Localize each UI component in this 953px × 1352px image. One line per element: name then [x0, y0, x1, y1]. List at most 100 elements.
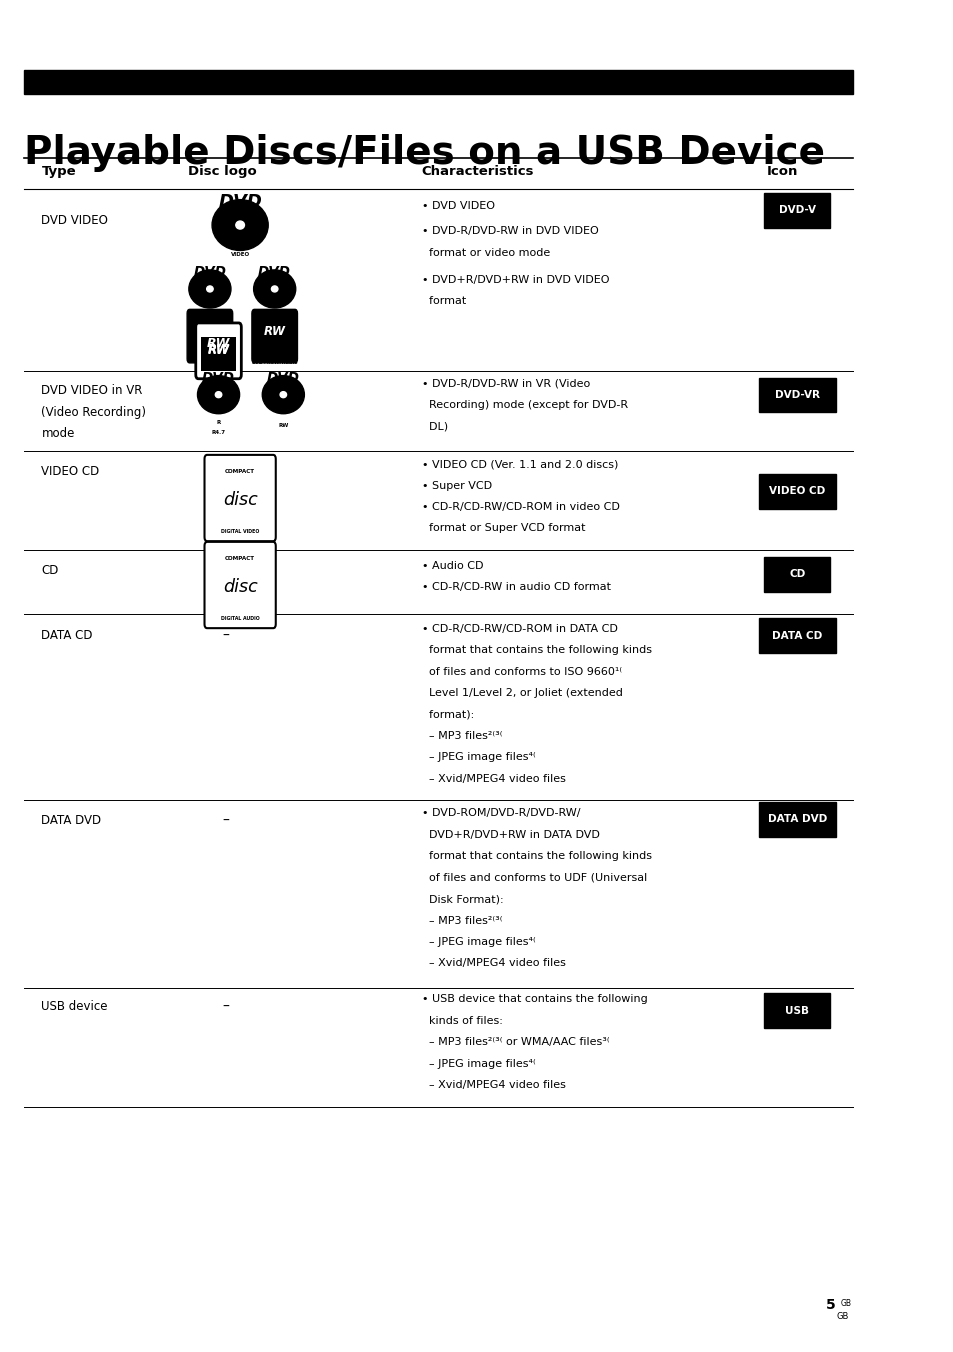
Text: VIDEO: VIDEO — [231, 251, 250, 257]
Text: – Xvid/MPEG4 video files: – Xvid/MPEG4 video files — [421, 959, 565, 968]
Text: DATA DVD: DATA DVD — [767, 814, 826, 825]
Text: RW: RW — [198, 324, 221, 338]
Text: • DVD-ROM/DVD-R/DVD-RW/: • DVD-ROM/DVD-R/DVD-RW/ — [421, 808, 579, 818]
Text: – JPEG image files⁴⁽: – JPEG image files⁴⁽ — [421, 937, 535, 946]
Text: DVD-VR: DVD-VR — [774, 389, 819, 400]
Text: of files and conforms to UDF (Universal: of files and conforms to UDF (Universal — [421, 872, 646, 883]
Text: RW: RW — [207, 337, 230, 350]
Text: –: – — [223, 629, 230, 644]
Text: COMPACT: COMPACT — [225, 556, 254, 561]
Text: format that contains the following kinds: format that contains the following kinds — [421, 852, 651, 861]
Text: • CD-R/CD-RW/CD-ROM in DATA CD: • CD-R/CD-RW/CD-ROM in DATA CD — [421, 623, 617, 634]
FancyBboxPatch shape — [758, 802, 835, 837]
Text: CD: CD — [41, 564, 59, 576]
Text: DATA DVD: DATA DVD — [41, 814, 102, 827]
FancyBboxPatch shape — [187, 310, 233, 362]
Text: • DVD+R/DVD+RW in DVD VIDEO: • DVD+R/DVD+RW in DVD VIDEO — [421, 274, 608, 284]
Text: mode: mode — [41, 427, 74, 441]
Text: DVD+ReWritable: DVD+ReWritable — [252, 360, 297, 365]
Text: – JPEG image files⁴⁽: – JPEG image files⁴⁽ — [421, 752, 535, 763]
Text: GB: GB — [835, 1311, 847, 1321]
Text: of files and conforms to ISO 9660¹⁽: of files and conforms to ISO 9660¹⁽ — [421, 667, 621, 676]
Text: DVD VIDEO in VR: DVD VIDEO in VR — [41, 384, 143, 397]
Text: – MP3 files²⁽³⁽: – MP3 files²⁽³⁽ — [421, 915, 501, 926]
Text: Disc logo: Disc logo — [188, 165, 256, 178]
Text: DVD+R: DVD+R — [198, 360, 221, 365]
Text: RW: RW — [208, 343, 230, 357]
Text: DVD+R/DVD+RW in DATA DVD: DVD+R/DVD+RW in DATA DVD — [421, 830, 598, 840]
Text: DVD+R DL: DVD+R DL — [202, 377, 234, 383]
Text: VIDEO CD: VIDEO CD — [768, 487, 824, 496]
Text: DL): DL) — [421, 422, 447, 431]
Text: – JPEG image files⁴⁽: – JPEG image files⁴⁽ — [421, 1059, 535, 1068]
Text: Characteristics: Characteristics — [421, 165, 534, 178]
Text: –: – — [223, 1000, 230, 1014]
Text: DATA CD: DATA CD — [41, 629, 92, 642]
Text: disc: disc — [223, 491, 257, 510]
Ellipse shape — [253, 270, 295, 308]
Text: 5: 5 — [825, 1298, 835, 1311]
Text: (Video Recording): (Video Recording) — [41, 406, 147, 419]
Text: Icon: Icon — [766, 165, 798, 178]
Bar — [24, 70, 852, 93]
Text: COMPACT: COMPACT — [225, 469, 254, 475]
FancyBboxPatch shape — [763, 557, 829, 592]
Text: –: – — [223, 814, 230, 827]
FancyBboxPatch shape — [195, 323, 241, 379]
Text: • USB device that contains the following: • USB device that contains the following — [421, 995, 646, 1005]
FancyBboxPatch shape — [763, 994, 829, 1028]
Text: • VIDEO CD (Ver. 1.1 and 2.0 discs): • VIDEO CD (Ver. 1.1 and 2.0 discs) — [421, 460, 618, 469]
Text: • CD-R/CD-RW/CD-ROM in video CD: • CD-R/CD-RW/CD-ROM in video CD — [421, 502, 618, 512]
Text: DVD: DVD — [193, 265, 226, 279]
FancyBboxPatch shape — [204, 454, 275, 541]
Text: • Super VCD: • Super VCD — [421, 480, 491, 491]
Text: GB: GB — [840, 1298, 850, 1307]
Text: – Xvid/MPEG4 video files: – Xvid/MPEG4 video files — [421, 773, 565, 784]
Text: DIGITAL AUDIO: DIGITAL AUDIO — [220, 617, 259, 621]
FancyBboxPatch shape — [758, 377, 835, 412]
FancyBboxPatch shape — [204, 542, 275, 629]
Ellipse shape — [280, 392, 286, 397]
Ellipse shape — [189, 270, 231, 308]
Ellipse shape — [212, 200, 268, 250]
Text: – MP3 files²⁽³⁽: – MP3 files²⁽³⁽ — [421, 731, 501, 741]
Bar — [201, 337, 236, 370]
Text: format or Super VCD format: format or Super VCD format — [421, 523, 584, 534]
Text: kinds of files:: kinds of files: — [421, 1015, 502, 1026]
Text: disc: disc — [223, 579, 257, 596]
Text: USB device: USB device — [41, 1000, 108, 1013]
Ellipse shape — [272, 285, 277, 292]
Text: format: format — [421, 296, 465, 306]
Text: format that contains the following kinds: format that contains the following kinds — [421, 645, 651, 656]
Text: DVD-V: DVD-V — [778, 206, 815, 215]
Text: DVD: DVD — [202, 370, 234, 384]
FancyBboxPatch shape — [252, 310, 297, 362]
Text: DATA CD: DATA CD — [771, 631, 821, 641]
FancyBboxPatch shape — [758, 475, 835, 508]
Text: RW: RW — [263, 324, 285, 338]
Text: Level 1/Level 2, or Joliet (extended: Level 1/Level 2, or Joliet (extended — [421, 688, 621, 698]
Ellipse shape — [197, 376, 239, 414]
Text: RW: RW — [208, 343, 230, 356]
Text: VIDEO CD: VIDEO CD — [41, 465, 100, 477]
FancyBboxPatch shape — [758, 618, 835, 653]
FancyBboxPatch shape — [763, 193, 829, 227]
Text: • DVD-R/DVD-RW in VR (Video: • DVD-R/DVD-RW in VR (Video — [421, 379, 589, 389]
Text: • DVD VIDEO: • DVD VIDEO — [421, 201, 494, 211]
Text: R: R — [216, 420, 220, 426]
Text: – MP3 files²⁽³⁽ or WMA/AAC files³⁽: – MP3 files²⁽³⁽ or WMA/AAC files³⁽ — [421, 1037, 609, 1048]
Text: • Audio CD: • Audio CD — [421, 561, 482, 571]
Text: USB: USB — [784, 1006, 808, 1015]
Text: format):: format): — [421, 710, 474, 719]
Text: Type: Type — [41, 165, 76, 178]
Text: • DVD-R/DVD-RW in DVD VIDEO: • DVD-R/DVD-RW in DVD VIDEO — [421, 226, 598, 237]
Text: RW: RW — [278, 423, 288, 429]
Text: DVD: DVD — [267, 370, 299, 384]
Text: R: R — [208, 315, 212, 319]
Text: – Xvid/MPEG4 video files: – Xvid/MPEG4 video files — [421, 1080, 565, 1090]
Text: Recording) mode (except for DVD-R: Recording) mode (except for DVD-R — [421, 400, 627, 411]
Text: DVD VIDEO: DVD VIDEO — [41, 215, 109, 227]
Text: Playable Discs/Files on a USB Device: Playable Discs/Files on a USB Device — [24, 134, 824, 172]
Text: format or video mode: format or video mode — [421, 247, 549, 258]
Text: • CD-R/CD-RW in audio CD format: • CD-R/CD-RW in audio CD format — [421, 583, 610, 592]
